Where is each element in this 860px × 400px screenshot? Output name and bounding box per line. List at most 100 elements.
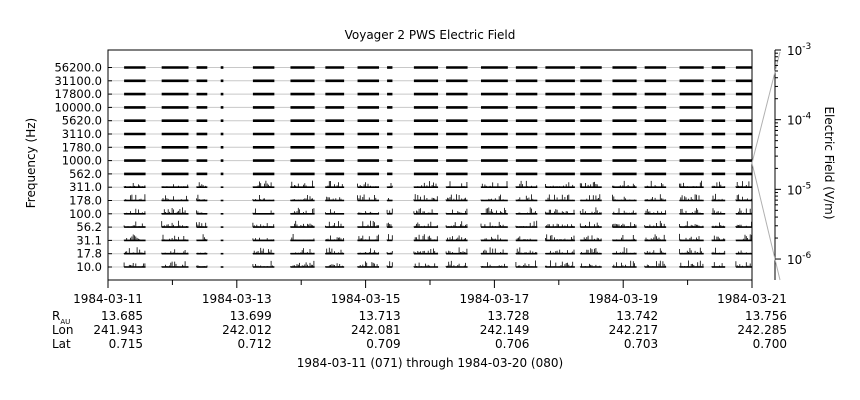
signal-noise (480, 234, 508, 241)
ephemeris-value: 0.715 (109, 337, 143, 351)
signal-noise (579, 194, 602, 201)
signal-noise (123, 221, 146, 228)
signal-noise (290, 207, 315, 214)
signal-noise (161, 249, 189, 254)
signal-noise (290, 180, 315, 188)
ephemeris-value: 0.706 (495, 337, 529, 351)
signal-noise (161, 220, 189, 228)
signal-noise (252, 247, 275, 254)
data-segment (612, 66, 637, 268)
signal-noise (711, 222, 726, 228)
signal-noise (386, 208, 393, 214)
signal-noise (196, 194, 208, 201)
signal-noise (480, 207, 508, 214)
signal-noise (123, 183, 146, 188)
signal-noise (735, 194, 752, 201)
signal-noise (480, 181, 508, 188)
signal-noise (161, 261, 189, 267)
signal-noise (290, 248, 315, 254)
x-tick-label: 1984-03-19 (588, 292, 658, 306)
data-segment (252, 66, 275, 268)
channel-tick-label: 1000.0 (62, 154, 102, 168)
ephemeris-value: 13.699 (230, 309, 272, 323)
data-segment (325, 66, 345, 268)
x-tick-label: 1984-03-11 (73, 292, 143, 306)
signal-noise (515, 260, 538, 267)
signal-noise (515, 220, 538, 228)
signal-noise (515, 247, 538, 254)
signal-noise (445, 208, 468, 214)
channel-tick-label: 17800.0 (54, 87, 102, 101)
signal-noise (357, 220, 379, 228)
data-segment (679, 66, 704, 268)
signal-noise (735, 250, 752, 254)
signal-noise (480, 247, 508, 254)
signal-noise (196, 222, 208, 228)
ephemeris-value: 242.149 (480, 323, 530, 337)
signal-noise (644, 248, 666, 254)
signal-noise (325, 263, 344, 267)
signal-noise (196, 234, 208, 241)
signal-noise (386, 222, 393, 228)
signal-noise (161, 184, 189, 188)
signal-noise (612, 194, 637, 201)
data-segment (123, 66, 146, 268)
ephemeris-value: 242.285 (737, 323, 787, 337)
channel-tick-label: 178.0 (69, 194, 102, 208)
colorbar-label: Electric Field (V/m) (822, 106, 836, 219)
signal-noise (515, 180, 538, 188)
signal-noise (515, 194, 538, 201)
ephemeris-value: 13.756 (745, 309, 787, 323)
ephemeris-value: 13.728 (487, 309, 529, 323)
signal-noise (612, 235, 637, 241)
data-segment (161, 66, 189, 268)
signal-noise (290, 260, 315, 267)
signal-noise (579, 263, 602, 267)
signal-noise (161, 207, 189, 214)
ephemeris-value: 13.685 (101, 309, 143, 323)
signal-noise (480, 194, 508, 201)
signal-noise (545, 209, 575, 214)
signal-noise (413, 234, 438, 241)
plot-area (107, 49, 753, 281)
chart-title: Voyager 2 PWS Electric Field (345, 28, 516, 42)
signal-noise (357, 261, 379, 267)
ephemeris-row-label: Lon (52, 323, 73, 337)
signal-noise (123, 234, 146, 241)
data-segment (480, 66, 508, 268)
data-segment (220, 66, 224, 268)
channel-tick-label: 100.0 (69, 207, 102, 221)
signal-noise (413, 221, 438, 228)
signal-noise (386, 261, 393, 267)
signal-noise (612, 260, 637, 267)
signal-noise (579, 248, 602, 254)
signal-noise (679, 208, 704, 214)
ephemeris-value: 0.712 (237, 337, 271, 351)
data-segment (445, 66, 468, 268)
signal-noise (711, 247, 726, 254)
signal-noise (357, 248, 379, 254)
signal-noise (357, 234, 379, 241)
data-segment (413, 66, 439, 268)
signal-noise (413, 181, 438, 188)
ephemeris-value: 13.742 (616, 309, 658, 323)
signal-noise (644, 220, 666, 228)
colorbar-tick-label: 10-3 (787, 42, 811, 58)
x-tick-label: 1984-03-13 (202, 292, 272, 306)
x-tick-label: 1984-03-15 (331, 292, 401, 306)
signal-noise (679, 180, 704, 188)
signal-noise (325, 196, 344, 201)
signal-noise (386, 234, 393, 241)
colorbar-tick-label: 10-6 (787, 251, 812, 267)
signal-noise (196, 210, 208, 214)
x-tick-label: 1984-03-21 (717, 292, 787, 306)
signal-noise (196, 182, 208, 188)
signal-noise (679, 221, 704, 228)
signal-noise (357, 211, 379, 214)
data-segment (515, 66, 538, 268)
signal-noise (545, 249, 575, 254)
signal-noise (711, 262, 726, 267)
signal-noise (445, 235, 468, 241)
signal-noise (290, 234, 315, 241)
